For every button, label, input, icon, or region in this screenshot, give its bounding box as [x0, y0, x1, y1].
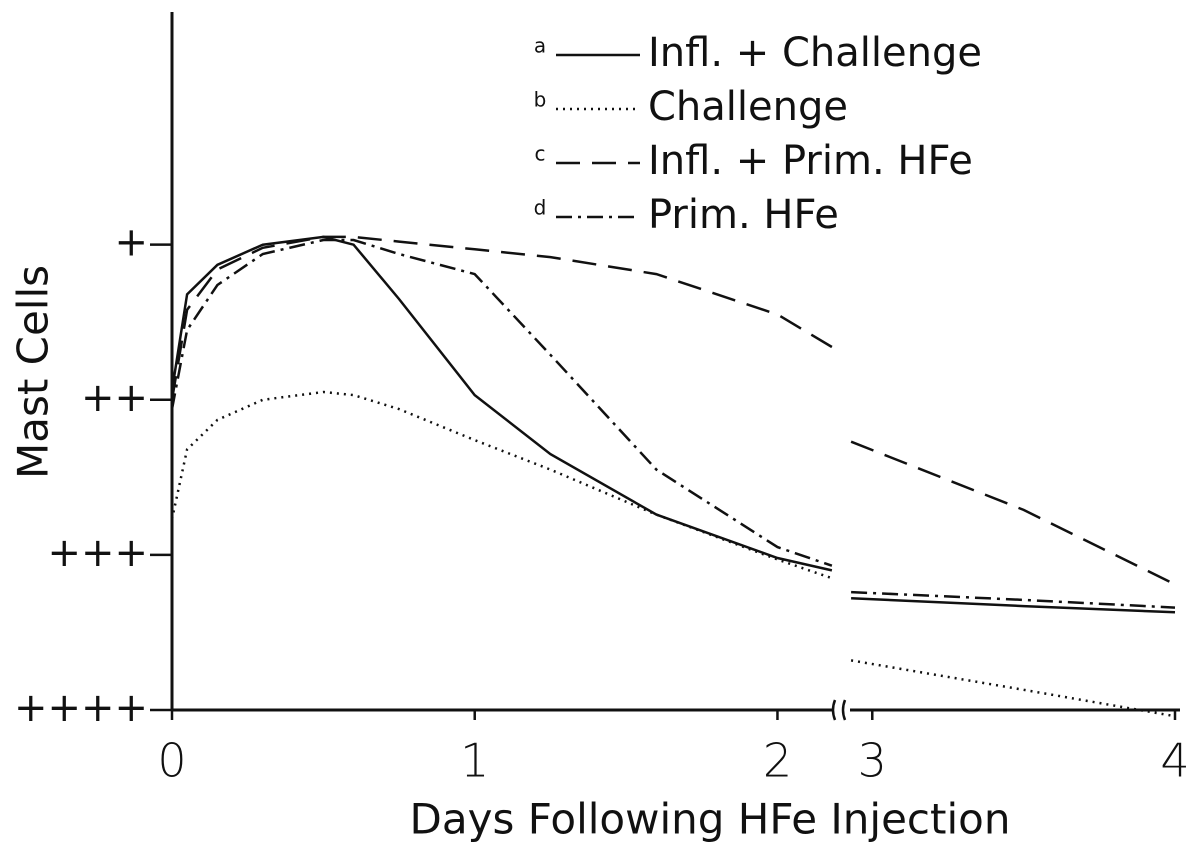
y-axis-label: Mast Cells: [9, 265, 58, 479]
y-tick-label: +: [114, 220, 148, 266]
series-line: [170, 235, 833, 572]
x-tick-label: 1: [460, 734, 489, 788]
y-tick-label: +++: [47, 530, 148, 576]
x-tick-label: 4: [1160, 734, 1189, 788]
legend-label: Challenge: [648, 84, 848, 130]
legend-label: Prim. HFe: [648, 192, 839, 238]
legend-key: d: [534, 196, 547, 220]
y-tick-label: ++: [81, 375, 148, 421]
series-line: [851, 597, 1176, 614]
legend-key: a: [534, 34, 546, 58]
series-line: [850, 440, 1176, 586]
legend-key: c: [535, 142, 546, 166]
axis-break: [831, 699, 847, 721]
x-tick-label: 0: [157, 734, 186, 788]
legend-label: Infl. + Challenge: [648, 30, 982, 76]
x-tick-label: 2: [763, 734, 792, 788]
series-line: [170, 238, 833, 567]
x-tick-label: 3: [858, 734, 887, 788]
legend-label: Infl. + Prim. HFe: [648, 138, 973, 184]
x-axis-label: Days Following HFe Injection: [410, 795, 1011, 844]
series-line: [170, 235, 833, 401]
y-tick-label: ++++: [14, 685, 148, 731]
series-line: [170, 390, 833, 580]
legend-key: b: [534, 88, 547, 112]
series-line: [850, 659, 1176, 718]
